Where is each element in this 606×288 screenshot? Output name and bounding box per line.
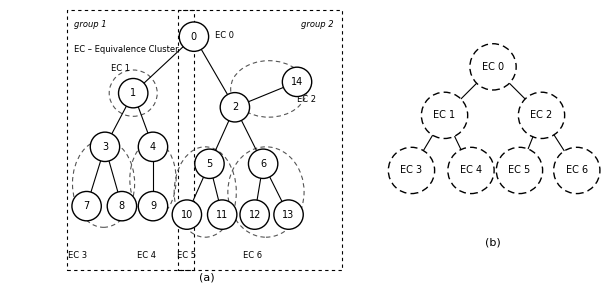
Circle shape <box>220 93 250 122</box>
Text: 13: 13 <box>282 210 295 220</box>
Text: 14: 14 <box>291 77 303 87</box>
Text: EC 6: EC 6 <box>566 165 588 175</box>
Circle shape <box>240 200 269 229</box>
Text: EC 5: EC 5 <box>177 251 196 260</box>
Text: 11: 11 <box>216 210 228 220</box>
Text: EC – Equivalence Cluster: EC – Equivalence Cluster <box>74 45 179 54</box>
Text: EC 6: EC 6 <box>244 251 262 260</box>
Text: 7: 7 <box>84 201 90 211</box>
Text: (b): (b) <box>485 238 501 248</box>
Text: 12: 12 <box>248 210 261 220</box>
Text: (a): (a) <box>199 272 215 283</box>
Circle shape <box>138 132 168 162</box>
Text: 10: 10 <box>181 210 193 220</box>
Circle shape <box>138 192 168 221</box>
Text: EC 4: EC 4 <box>138 251 156 260</box>
Circle shape <box>554 147 600 194</box>
Text: EC 0: EC 0 <box>482 62 504 72</box>
Circle shape <box>195 149 224 179</box>
Text: 3: 3 <box>102 142 108 152</box>
Circle shape <box>421 92 468 139</box>
Text: 2: 2 <box>231 102 238 112</box>
Text: 0: 0 <box>191 32 197 42</box>
Circle shape <box>282 67 311 96</box>
Text: EC 4: EC 4 <box>460 165 482 175</box>
Circle shape <box>179 22 208 51</box>
Text: 6: 6 <box>260 159 266 169</box>
Text: EC 1: EC 1 <box>111 65 130 73</box>
Text: EC 0: EC 0 <box>215 31 234 40</box>
Text: EC 1: EC 1 <box>433 110 456 120</box>
Circle shape <box>518 92 565 139</box>
Text: 1: 1 <box>130 88 136 98</box>
Circle shape <box>388 147 435 194</box>
Bar <box>67 10 194 270</box>
Text: 5: 5 <box>207 159 213 169</box>
Circle shape <box>119 78 148 108</box>
Text: EC 3: EC 3 <box>401 165 422 175</box>
Bar <box>178 10 342 270</box>
Text: EC 5: EC 5 <box>508 165 531 175</box>
Text: EC 2: EC 2 <box>530 110 553 120</box>
Circle shape <box>107 192 136 221</box>
Circle shape <box>172 200 202 229</box>
Text: EC 2: EC 2 <box>297 95 316 105</box>
Text: EC 3: EC 3 <box>68 251 87 260</box>
Circle shape <box>496 147 542 194</box>
Circle shape <box>72 192 101 221</box>
Circle shape <box>274 200 303 229</box>
Circle shape <box>207 200 237 229</box>
Text: 9: 9 <box>150 201 156 211</box>
Circle shape <box>248 149 278 179</box>
Text: 4: 4 <box>150 142 156 152</box>
Circle shape <box>470 44 516 90</box>
Text: group 2: group 2 <box>301 20 334 29</box>
Text: group 1: group 1 <box>74 20 107 29</box>
Circle shape <box>448 147 494 194</box>
Text: 8: 8 <box>119 201 125 211</box>
Circle shape <box>90 132 119 162</box>
